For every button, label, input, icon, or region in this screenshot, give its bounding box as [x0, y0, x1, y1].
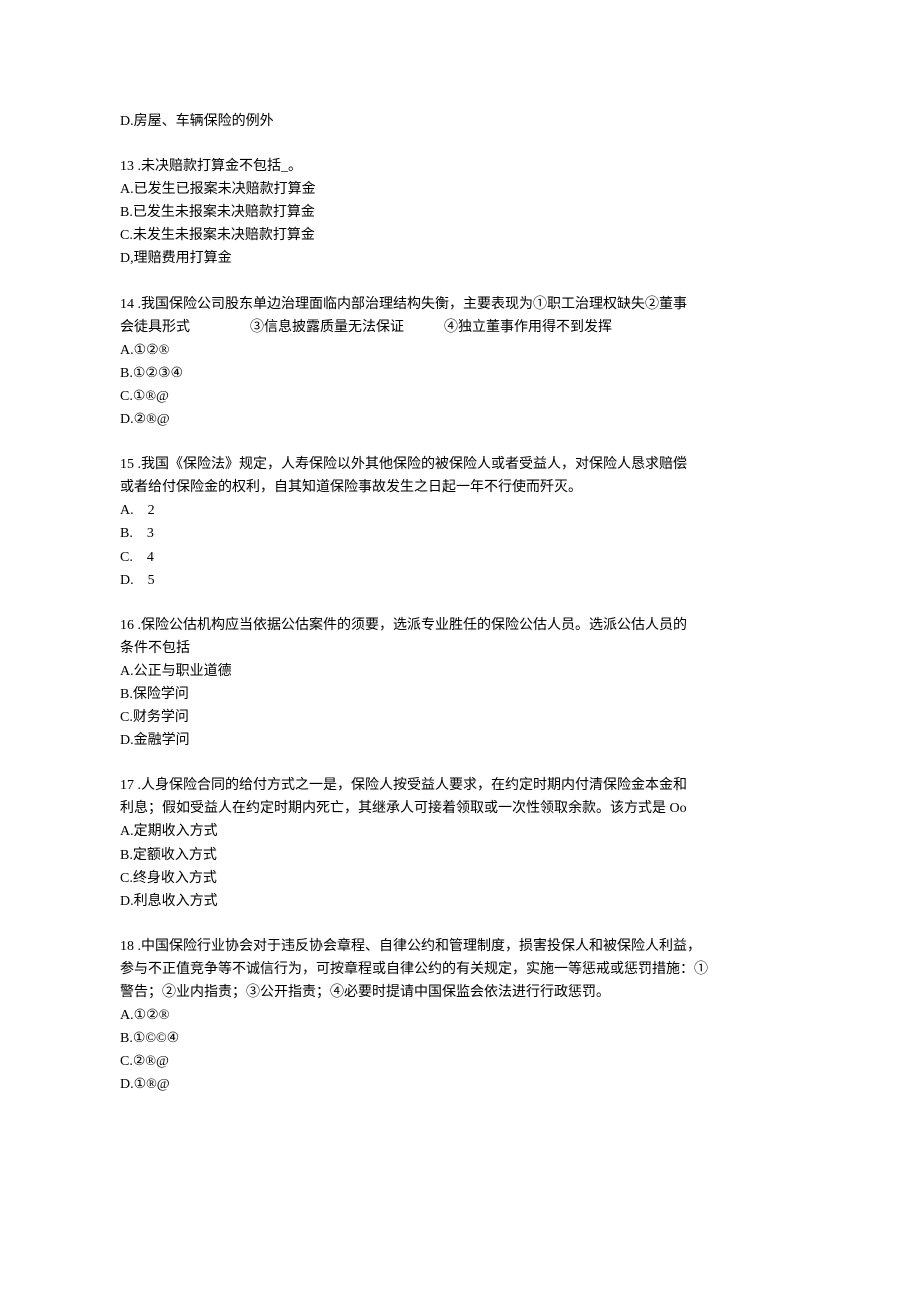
question-stem-line2: 会徒具形式 ③信息披露质量无法保证 ④独立董事作用得不到发挥	[120, 316, 800, 339]
option-a: A.定期收入方式	[120, 820, 800, 843]
question-stem-line3: 警告；②业内指责；③公开指责；④必要时提请中国保监会依法进行行政惩罚。	[120, 981, 800, 1004]
question-15: 15 .我国《保险法》规定，人寿保险以外其他保险的被保险人或者受益人，对保险人恳…	[120, 453, 800, 592]
question-text: .保险公估机构应当依据公估案件的须要，选派专业胜任的保险公估人员。选派公估人员的	[134, 618, 687, 633]
option-a: A.已发生已报案未决赔款打算金	[120, 178, 800, 201]
question-16: 16 .保险公估机构应当依据公估案件的须要，选派专业胜任的保险公估人员。选派公估…	[120, 614, 800, 753]
document-page: D.房屋、车辆保险的例外 13 .未决赔款打算金不包括_。 A.已发生已报案未决…	[0, 0, 920, 1301]
option-a: A.①②®	[120, 1004, 800, 1027]
option-a: A. 2	[120, 499, 800, 522]
question-text-part2: ③信息披露质量无法保证	[250, 320, 404, 335]
question-stem-line1: 17 .人身保险合同的给付方式之一是，保险人按受益人要求，在约定时期内付清保险金…	[120, 774, 800, 797]
question-stem-line1: 16 .保险公估机构应当依据公估案件的须要，选派专业胜任的保险公估人员。选派公估…	[120, 614, 800, 637]
question-stem: 13 .未决赔款打算金不包括_。	[120, 155, 800, 178]
option-d: D,理赔费用打算金	[120, 247, 800, 270]
option-d: D.②®@	[120, 408, 800, 431]
question-text-part1: 会徒具形式	[120, 320, 190, 335]
question-number: 15	[120, 457, 134, 472]
question-text: .未决赔款打算金不包括_。	[134, 159, 302, 174]
question-text: .中国保险行业协会对于违反协会章程、自律公约和管理制度，损害投保人和被保险人利益…	[134, 939, 701, 954]
question-14: 14 .我国保险公司股东单边治理面临内部治理结构失衡，主要表现为①职工治理权缺失…	[120, 293, 800, 432]
option-c: C. 4	[120, 546, 800, 569]
option-c: C.财务学问	[120, 706, 800, 729]
question-stem-line2: 参与不正值竞争等不诚信行为，可按章程或自律公约的有关规定，实施一等惩戒或惩罚措施…	[120, 958, 800, 981]
question-17: 17 .人身保险合同的给付方式之一是，保险人按受益人要求，在约定时期内付清保险金…	[120, 774, 800, 913]
option-c: C.终身收入方式	[120, 867, 800, 890]
question-text: .人身保险合同的给付方式之一是，保险人按受益人要求，在约定时期内付清保险金本金和	[134, 778, 687, 793]
question-stem-line2: 或者给付保险金的权利，自其知道保险事故发生之日起一年不行使而歼灭。	[120, 476, 800, 499]
question-18: 18 .中国保险行业协会对于违反协会章程、自律公约和管理制度，损害投保人和被保险…	[120, 935, 800, 1097]
option-d: D. 5	[120, 569, 800, 592]
option-c: C.②®@	[120, 1050, 800, 1073]
question-text-part3: ④独立董事作用得不到发挥	[444, 320, 612, 335]
option-c: C.①®@	[120, 385, 800, 408]
option-d: D.利息收入方式	[120, 890, 800, 913]
question-stem-line2: 利息；假如受益人在约定时期内死亡，其继承人可接着领取或一次性领取余款。该方式是 …	[120, 797, 800, 820]
question-number: 13	[120, 159, 134, 174]
question-text: .我国《保险法》规定，人寿保险以外其他保险的被保险人或者受益人，对保险人恳求赔偿	[134, 457, 687, 472]
option-b: B.①©©④	[120, 1027, 800, 1050]
question-number: 17	[120, 778, 134, 793]
option-d: D.金融学问	[120, 729, 800, 752]
option-b: B.①②③④	[120, 362, 800, 385]
question-number: 14	[120, 297, 134, 312]
question-13: 13 .未决赔款打算金不包括_。 A.已发生已报案未决赔款打算金 B.已发生未报…	[120, 155, 800, 270]
question-stem-line1: 15 .我国《保险法》规定，人寿保险以外其他保险的被保险人或者受益人，对保险人恳…	[120, 453, 800, 476]
option-d: D.①®@	[120, 1073, 800, 1096]
option-b: B.定额收入方式	[120, 844, 800, 867]
orphan-option-d: D.房屋、车辆保险的例外	[120, 110, 800, 133]
option-a: A.公正与职业道德	[120, 660, 800, 683]
option-a: A.①②®	[120, 339, 800, 362]
option-c: C.未发生未报案未决赔款打算金	[120, 224, 800, 247]
option-b: B.保险学问	[120, 683, 800, 706]
question-stem-line2: 条件不包括	[120, 637, 800, 660]
question-number: 16	[120, 618, 134, 633]
question-stem-line1: 18 .中国保险行业协会对于违反协会章程、自律公约和管理制度，损害投保人和被保险…	[120, 935, 800, 958]
option-b: B. 3	[120, 522, 800, 545]
question-text: .我国保险公司股东单边治理面临内部治理结构失衡，主要表现为①职工治理权缺失②董事	[134, 297, 687, 312]
question-stem-line1: 14 .我国保险公司股东单边治理面临内部治理结构失衡，主要表现为①职工治理权缺失…	[120, 293, 800, 316]
option-b: B.已发生未报案未决赔款打算金	[120, 201, 800, 224]
question-number: 18	[120, 939, 134, 954]
